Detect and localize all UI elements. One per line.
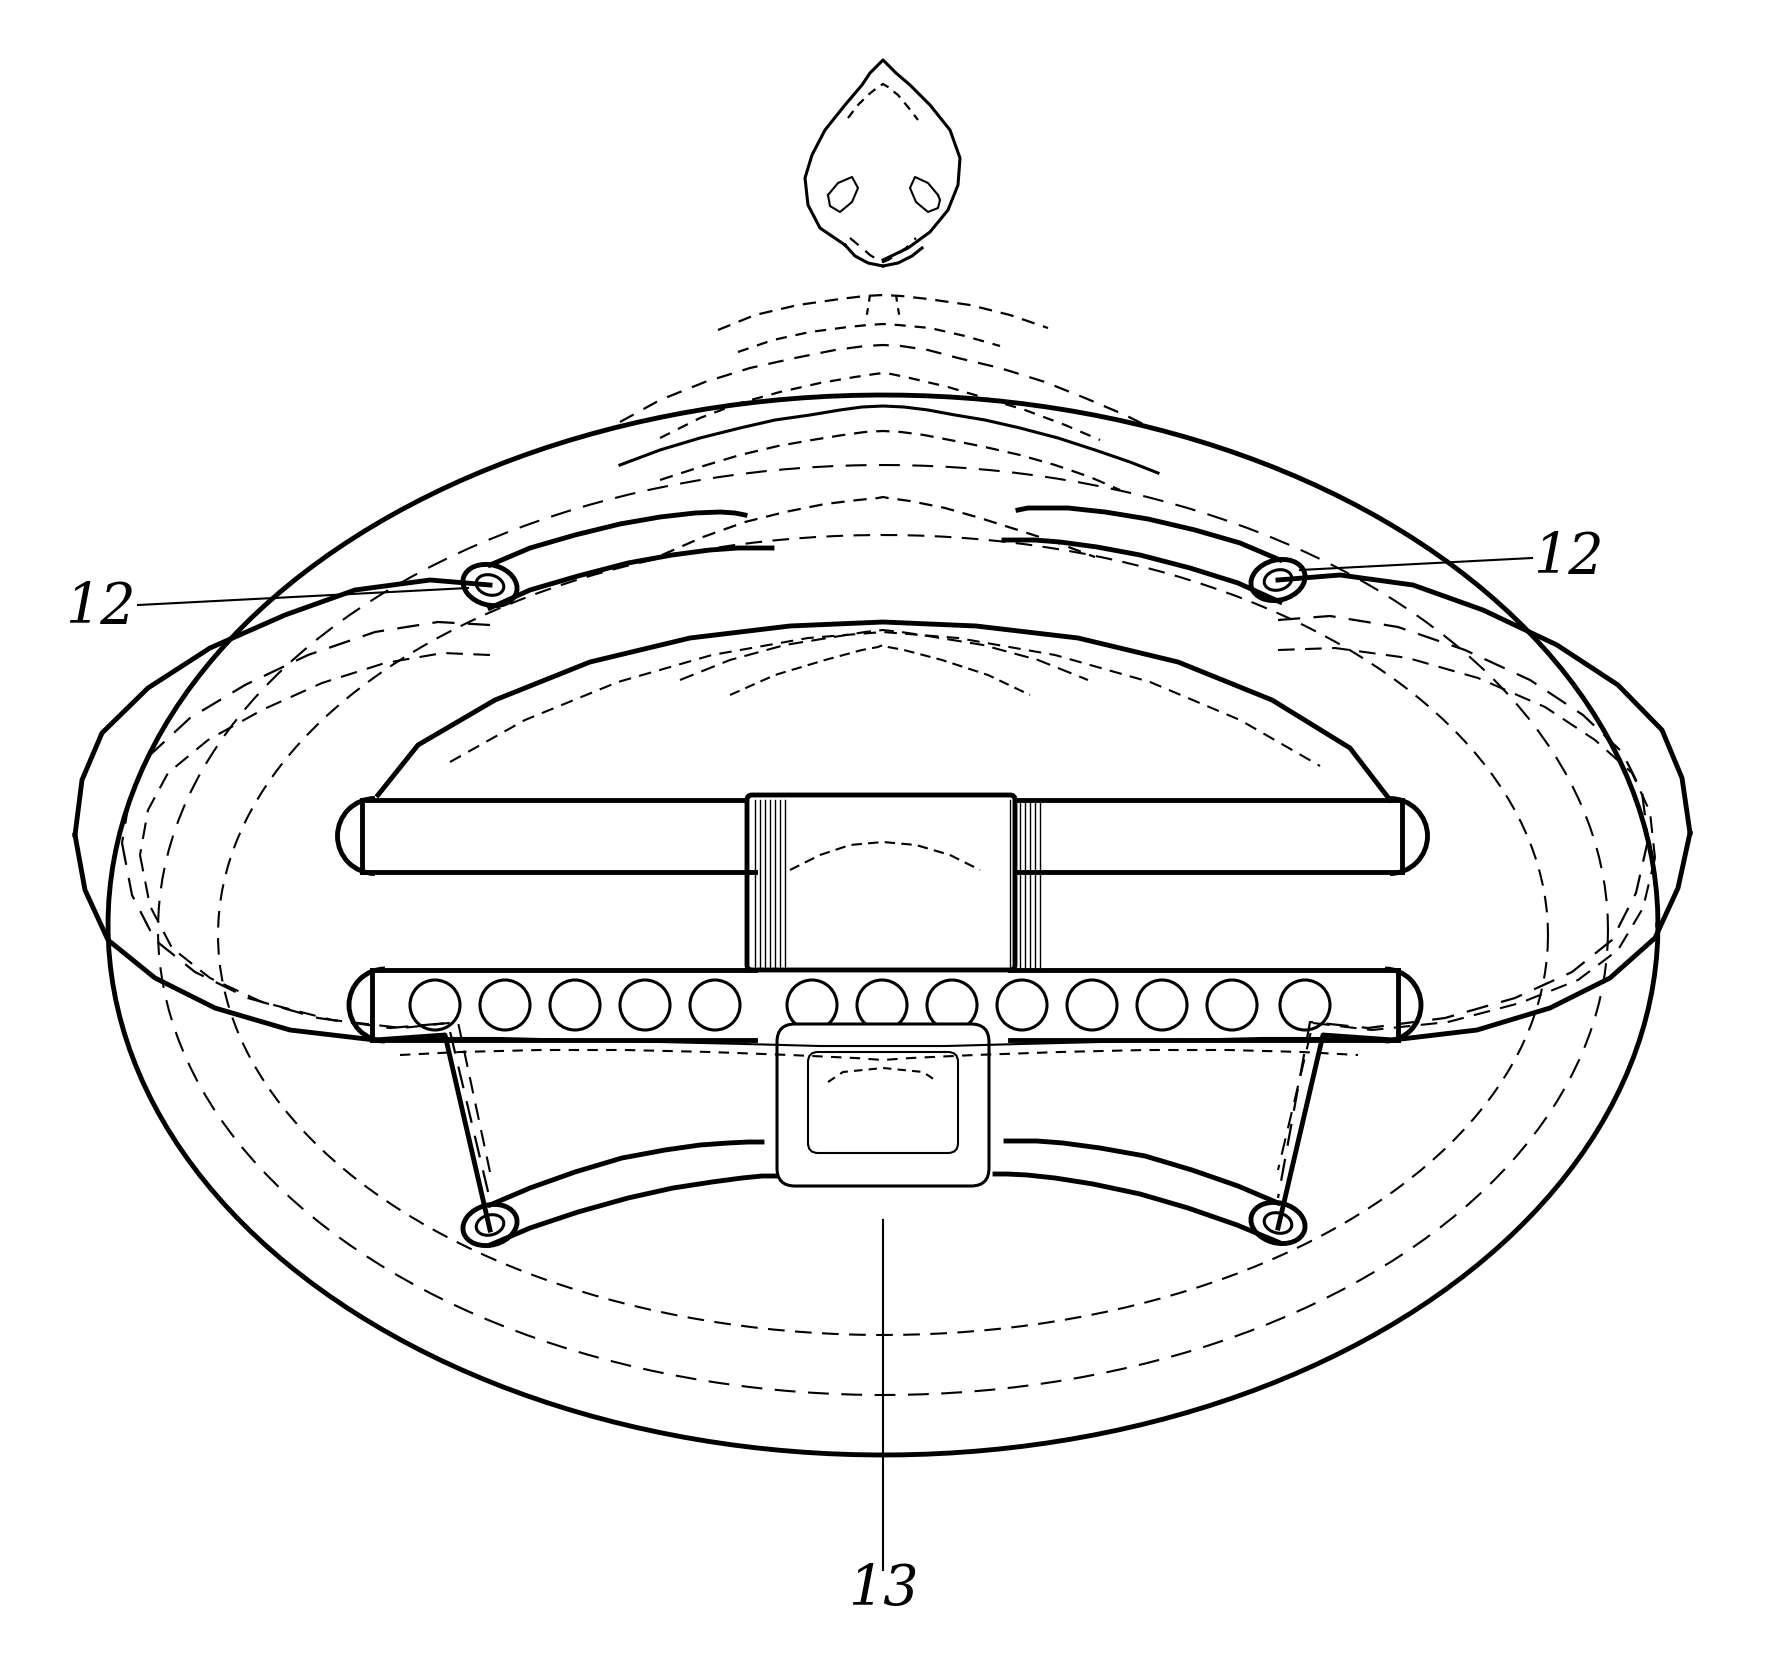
Text: 12: 12 [1533,530,1604,585]
FancyBboxPatch shape [777,1023,989,1185]
Text: 13: 13 [848,1563,918,1617]
Text: 12: 12 [65,580,136,635]
FancyBboxPatch shape [747,794,1015,970]
